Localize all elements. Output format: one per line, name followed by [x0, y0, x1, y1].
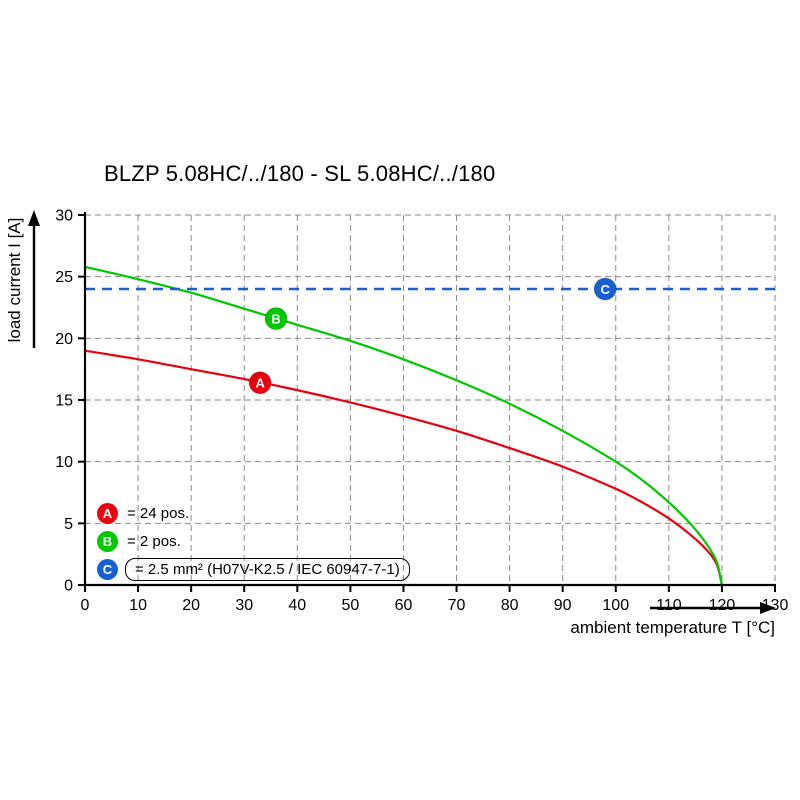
curve-B [83, 265, 724, 587]
legend-marker-c-icon: C [97, 558, 118, 580]
legend-item-24pos: A = 24 pos. [97, 499, 410, 527]
marker-b-icon [264, 307, 288, 331]
x-tick-label: 100 [602, 597, 629, 614]
x-tick-label: 60 [395, 597, 413, 614]
legend-marker-b-icon: B [97, 530, 118, 552]
x-tick-label: 20 [182, 597, 200, 614]
y-tick-label: 15 [55, 393, 73, 410]
x-axis-label: ambient temperature T [°C] [570, 618, 775, 637]
y-tick-label: 20 [55, 331, 73, 348]
y-tick-label: 5 [64, 516, 73, 533]
y-axis-arrowhead-icon [28, 210, 40, 226]
legend-marker-a-icon: A [97, 502, 118, 524]
marker-letter-a: A [255, 376, 265, 391]
legend-label-2pos: = 2 pos. [127, 532, 181, 550]
x-axis-arrowhead-icon [760, 602, 776, 614]
chart-legend: A = 24 pos. B = 2 pos. C = 2.5 mm² (H07V… [97, 499, 410, 583]
x-tick-label: 120 [709, 597, 736, 614]
x-tick-label: 70 [448, 597, 466, 614]
chart-title: BLZP 5.08HC/../180 - SL 5.08HC/../180 [104, 161, 496, 186]
y-tick-label: 10 [55, 454, 73, 471]
y-tick-label: 30 [55, 208, 73, 225]
marker-a-icon [248, 371, 272, 395]
marker-c-icon [593, 277, 617, 301]
x-tick-label: 80 [501, 597, 519, 614]
marker-letter-c: C [600, 282, 610, 297]
y-tick-label: 0 [64, 578, 73, 595]
legend-label-wire-spec: = 2.5 mm² (H07V-K2.5 / IEC 60947-7-1) [125, 557, 410, 581]
x-tick-label: 40 [288, 597, 306, 614]
x-tick-label: 110 [656, 597, 682, 614]
legend-label-24pos: = 24 pos. [127, 504, 190, 522]
x-tick-label: 90 [554, 597, 572, 614]
legend-item-2pos: B = 2 pos. [97, 527, 410, 555]
marker-letter-b: B [271, 311, 280, 326]
x-tick-label: 30 [235, 597, 253, 614]
curve-A [83, 349, 724, 587]
legend-item-wire-spec: C = 2.5 mm² (H07V-K2.5 / IEC 60947-7-1) [97, 555, 410, 583]
y-tick-label: 25 [55, 269, 73, 286]
x-tick-label: 50 [341, 597, 359, 614]
x-tick-label: 0 [81, 597, 90, 614]
x-tick-label: 10 [129, 597, 147, 614]
